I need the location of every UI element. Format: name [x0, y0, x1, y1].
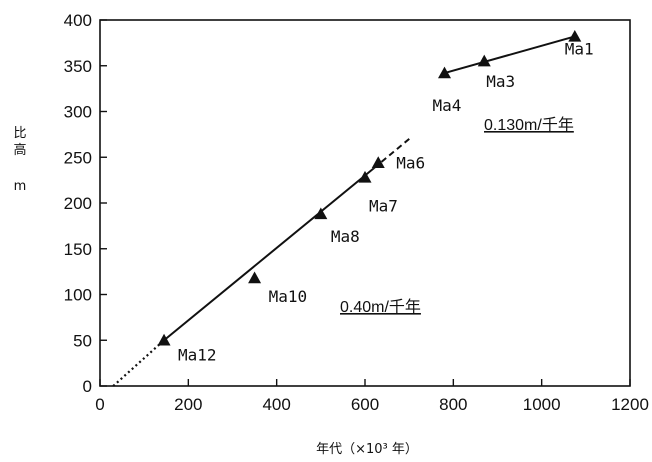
y-axis-title-char: 比 [13, 126, 26, 141]
point-marker [358, 170, 372, 183]
y-axis-title: 比高 m [13, 126, 26, 194]
y-tick-label: 50 [73, 331, 92, 350]
plot-frame [99, 19, 631, 387]
trend-lines [112, 35, 576, 387]
point-marker [314, 207, 328, 220]
y-axis-title-char: m [14, 179, 27, 194]
trend-line-dotted [112, 339, 165, 387]
point-label: Ma4 [433, 96, 462, 115]
x-tick-label: 1200 [611, 395, 649, 414]
point-label: Ma6 [396, 154, 425, 173]
trend-line-solid [444, 35, 576, 75]
y-tick-label: 350 [64, 57, 92, 76]
point-marker [477, 54, 491, 67]
trend-line-solid [163, 167, 375, 342]
point-marker [371, 156, 385, 168]
y-tick-label: 250 [64, 148, 92, 167]
y-tick-label: 300 [64, 103, 92, 122]
rate-annotation-lower: 0.40m/千年 [340, 298, 421, 316]
point-label: Ma7 [369, 196, 398, 215]
x-tick-label: 1000 [523, 395, 561, 414]
point-marker [157, 333, 171, 346]
y-tick-label: 200 [64, 194, 92, 213]
point-label: Ma8 [331, 227, 360, 246]
x-tick-label: 400 [262, 395, 290, 414]
trend-line-dashed [373, 136, 413, 169]
point-labels: Ma1 Ma3 Ma4 Ma6 Ma7 Ma8 Ma10 Ma12 [178, 39, 594, 364]
rate-annotation-upper: 0.130m/千年 [484, 116, 574, 134]
x-axis-title: 年代（×10³ 年） [316, 442, 418, 457]
point-label: Ma10 [269, 287, 308, 306]
x-tick-label: 600 [351, 395, 379, 414]
x-tick-label: 0 [95, 395, 104, 414]
point-marker [438, 66, 451, 79]
x-tick-label: 800 [439, 395, 467, 414]
point-label: Ma3 [486, 72, 515, 91]
y-tick-label: 0 [83, 377, 92, 396]
y-tick-label: 150 [64, 240, 92, 259]
axes: 0 50 100 150 200 250 300 350 400 0 200 400 600 800 100… [64, 11, 649, 414]
x-tick-label: 200 [174, 395, 202, 414]
data-points [157, 29, 582, 346]
point-marker [568, 29, 582, 42]
y-tick-label: 400 [64, 11, 92, 30]
point-label: Ma1 [565, 39, 594, 58]
point-label: Ma12 [178, 345, 217, 364]
point-marker [248, 271, 262, 284]
y-axis-title-char: 高 [13, 142, 26, 158]
y-tick-label: 100 [64, 286, 92, 305]
